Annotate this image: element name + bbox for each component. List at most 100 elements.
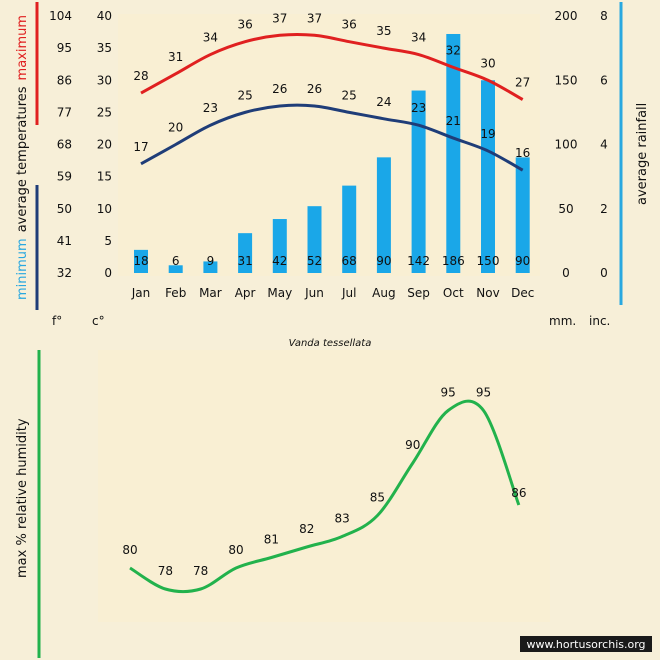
month-label: Oct	[443, 286, 464, 300]
max-temp-label: 34	[203, 31, 218, 45]
max-temp-label: 30	[480, 56, 495, 70]
min-temp-label: 24	[376, 95, 391, 109]
min-temp-label: 23	[411, 101, 426, 115]
month-label: Nov	[476, 286, 499, 300]
mm-tick-label: 150	[555, 73, 578, 87]
max-temp-label: 37	[307, 11, 322, 25]
mm-unit-label: mm.	[549, 314, 576, 328]
month-label: Jun	[304, 286, 324, 300]
month-label: Apr	[235, 286, 256, 300]
inch-tick-label: 0	[600, 266, 608, 280]
rainfall-label: 68	[342, 254, 357, 268]
rainfall-bar	[342, 185, 357, 273]
f-tick-label: 32	[57, 266, 72, 280]
rainfall-label: 150	[477, 254, 500, 268]
rainfall-bar	[481, 80, 495, 273]
inch-tick-label: 2	[600, 202, 608, 216]
mm-tick-label: 0	[562, 266, 570, 280]
watermark-box	[520, 636, 652, 652]
rainfall-bar	[203, 261, 218, 273]
top-data-labels: 28 31 34 36 37 37 36 35 34 32 30 27 17 20 23 25 26 26 25 24…	[133, 11, 530, 268]
f-tick-label: 68	[57, 138, 72, 152]
c-tick-label: 5	[104, 234, 112, 248]
rainfall-bar	[238, 233, 253, 273]
max-temp-line	[140, 32, 524, 101]
mm-tick-label: 200	[555, 9, 578, 23]
c-tick-label: 15	[97, 170, 112, 184]
humidity-label: 83	[334, 512, 349, 526]
rainfall-bars	[134, 33, 530, 273]
rainfall-bar	[168, 265, 183, 273]
max-temp-label: 28	[133, 69, 148, 83]
min-temp-label: 20	[168, 121, 183, 135]
rainfall-label: 42	[272, 254, 287, 268]
max-temp-label: 36	[237, 18, 252, 32]
mm-tick-label: 50	[558, 202, 573, 216]
rainfall-label: 6	[172, 254, 180, 268]
max-temp-label: 27	[515, 76, 530, 90]
month-label: Feb	[165, 286, 186, 300]
rainfall-bar	[272, 219, 287, 273]
f-tick-label: 50	[57, 202, 72, 216]
f-tick-label: 77	[57, 105, 72, 119]
humidity-label: 86	[511, 486, 526, 500]
humidity-label: 81	[264, 533, 279, 547]
humidity-label: 85	[370, 491, 385, 505]
humidity-label: 80	[122, 543, 137, 557]
humidity-label: 78	[193, 564, 208, 578]
inch-tick-label: 4	[600, 138, 608, 152]
month-label: May	[267, 286, 292, 300]
month-label: Aug	[372, 286, 395, 300]
rainfall-label: 186	[442, 254, 465, 268]
min-temp-line	[140, 103, 524, 172]
inch-unit-label: inc.	[589, 314, 610, 328]
bottom-plot-background	[98, 350, 550, 622]
f-tick-label: 59	[57, 170, 72, 184]
rainfall-bar	[134, 249, 148, 273]
min-temp-label: 26	[307, 82, 322, 96]
max-temp-label: 35	[376, 24, 391, 38]
f-tick-label: 104	[49, 9, 72, 23]
chart-subtitle: Vanda tessellata	[289, 338, 372, 349]
rainfall-bar	[411, 90, 426, 273]
inch-tick-label: 8	[600, 9, 608, 23]
c-tick-label: 35	[97, 41, 112, 55]
rainfall-label: 90	[515, 254, 530, 268]
rainfall-label: 52	[307, 254, 322, 268]
f-tick-label: 95	[57, 41, 72, 55]
month-label: Jan	[131, 286, 151, 300]
max-temp-label: 31	[168, 50, 183, 64]
month-label: Dec	[511, 286, 534, 300]
f-tick-label: 41	[57, 234, 72, 248]
mm-tick-label: 100	[555, 138, 578, 152]
humidity-label: 90	[405, 438, 420, 452]
humidity-label: 78	[158, 564, 173, 578]
min-temp-label: 26	[272, 82, 287, 96]
min-temp-label: 23	[203, 101, 218, 115]
rainfall-bar	[307, 206, 322, 273]
humidity-label: 95	[441, 386, 456, 400]
humidity-label: 95	[476, 386, 491, 400]
humidity-label: 82	[299, 522, 314, 536]
right-axis-title: average rainfall	[635, 103, 650, 205]
min-temp-label: 17	[133, 140, 148, 154]
c-tick-label: 40	[97, 9, 112, 23]
c-tick-label: 30	[97, 73, 112, 87]
min-temp-label: 25	[342, 88, 357, 102]
rainfall-label: 90	[376, 254, 391, 268]
c-tick-label: 0	[104, 266, 112, 280]
celsius-unit-label: c°	[92, 314, 105, 328]
temperature-lines	[140, 32, 524, 172]
rainfall-label: 18	[133, 254, 148, 268]
humidity-chart: 80 78 78 80 81 82 83 85 90 95 95 86	[122, 386, 526, 594]
left-axis-title: minimumaverage temperaturesmaximum	[15, 15, 30, 300]
min-temp-label: 19	[480, 127, 495, 141]
rainfall-bar	[446, 33, 461, 273]
min-temp-label: 21	[446, 114, 461, 128]
f-tick-label: 86	[57, 73, 72, 87]
rainfall-bar	[376, 157, 391, 273]
humidity-axis-title: max % relative humidity	[15, 418, 30, 578]
month-label: Sep	[407, 286, 430, 300]
